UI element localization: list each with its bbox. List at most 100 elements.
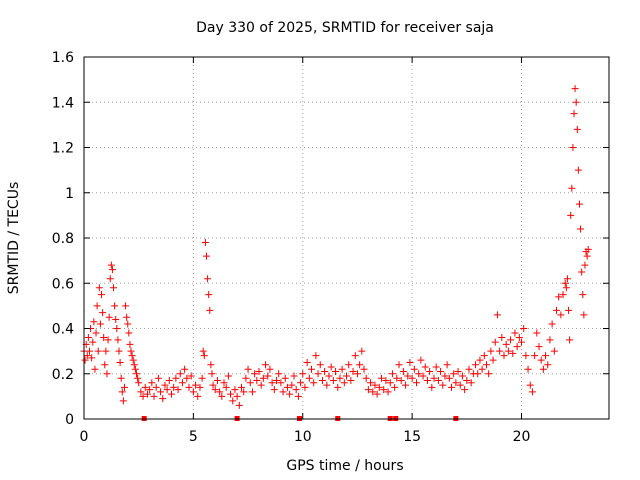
data-point [397, 377, 405, 385]
x-tick-label: 5 [189, 429, 198, 445]
data-point [218, 392, 226, 400]
data-point [572, 98, 580, 106]
data-point [95, 284, 103, 292]
data-point [93, 302, 101, 310]
data-point [562, 284, 570, 292]
data-point [301, 383, 309, 391]
data-point [367, 379, 375, 387]
data-point [487, 347, 495, 355]
data-point [122, 302, 130, 310]
data-point [181, 365, 189, 373]
data-point [504, 347, 512, 355]
data-point [539, 365, 547, 373]
data-point [189, 388, 197, 396]
data-point [264, 372, 272, 380]
data-point [277, 379, 285, 387]
data-point [423, 377, 431, 385]
data-point [199, 347, 207, 355]
data-point [338, 365, 346, 373]
y-tick-label: 0.6 [52, 276, 74, 292]
data-point [467, 379, 475, 387]
data-point [198, 374, 206, 382]
data-point [108, 266, 116, 274]
data-point [281, 374, 289, 382]
data-point [133, 370, 140, 378]
data-point [584, 245, 592, 253]
data-point [134, 374, 142, 382]
data-point [119, 397, 127, 405]
data-point [286, 390, 294, 398]
data-point [452, 379, 460, 387]
data-point [347, 377, 355, 385]
data-point [340, 379, 348, 387]
data-point [362, 374, 370, 382]
data-point [99, 309, 107, 317]
x-axis-label: GPS time / hours [286, 458, 403, 474]
data-point [384, 388, 392, 396]
data-point [573, 125, 581, 133]
data-point [143, 390, 151, 398]
data-point [107, 261, 115, 269]
data-point [172, 374, 180, 382]
data-point [491, 338, 499, 346]
data-point [116, 358, 124, 366]
data-point [375, 383, 383, 391]
grid-lines [84, 57, 609, 419]
x-tick-label: 15 [403, 429, 421, 445]
data-point [410, 365, 418, 373]
data-point [253, 377, 261, 385]
data-point [557, 311, 565, 319]
data-point [563, 275, 571, 283]
data-point [567, 211, 575, 219]
data-point [112, 315, 120, 323]
data-point [251, 370, 259, 378]
data-point [150, 392, 158, 400]
data-point [83, 352, 91, 360]
data-point [120, 383, 128, 391]
data-point [213, 377, 221, 385]
data-point [550, 347, 558, 355]
data-point [373, 390, 381, 398]
data-point [275, 370, 283, 378]
data-point [406, 358, 414, 366]
data-point [88, 354, 96, 362]
data-point [522, 352, 530, 360]
y-tick-labels: 0 0.2 0.4 0.6 0.8 1 1.2 1.4 1.6 [52, 50, 74, 428]
data-point [220, 379, 228, 387]
data-point [448, 383, 455, 391]
data-point [209, 381, 217, 389]
data-point [358, 347, 366, 355]
data-point [246, 379, 254, 387]
data-point [548, 320, 556, 328]
data-point [443, 361, 451, 369]
data-point [114, 336, 122, 344]
data-point [283, 383, 291, 391]
y-tick-label: 1.2 [52, 141, 74, 157]
data-point [248, 388, 256, 396]
data-point [577, 225, 585, 233]
data-point [244, 365, 252, 373]
data-point [498, 334, 506, 342]
y-axis-label: SRMTID / TECUs [6, 182, 22, 295]
data-point [480, 352, 488, 360]
data-point [489, 356, 497, 364]
data-point [165, 377, 173, 385]
data-point [445, 374, 453, 382]
data-point [535, 343, 543, 351]
data-point [574, 166, 582, 174]
data-point [583, 252, 591, 260]
data-point [415, 370, 423, 378]
y-tick-label: 1 [65, 186, 74, 202]
data-point [432, 363, 440, 371]
data-point [159, 395, 167, 403]
data-point [380, 386, 388, 394]
data-point [325, 372, 333, 380]
data-point [148, 379, 156, 387]
data-point [178, 379, 186, 387]
data-point [227, 390, 235, 398]
data-point [561, 279, 569, 287]
data-point [130, 361, 138, 369]
data-point [194, 392, 202, 400]
data-point [472, 361, 480, 369]
data-point [168, 390, 175, 398]
